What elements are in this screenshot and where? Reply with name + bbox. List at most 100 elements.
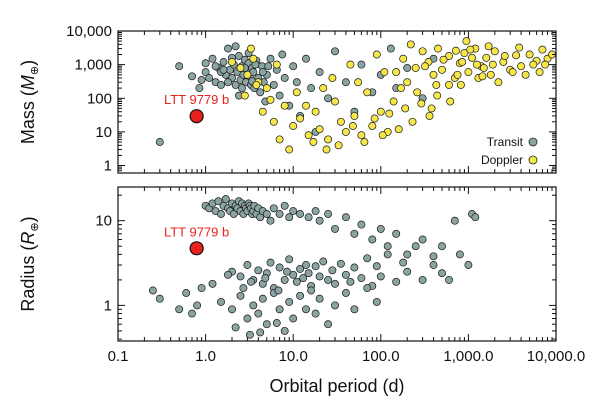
transit-point <box>376 272 385 281</box>
doppler-point <box>258 107 267 116</box>
y-tick-label: 1 <box>104 158 112 175</box>
doppler-point <box>328 74 337 82</box>
transit-point <box>238 84 246 93</box>
radius-points <box>148 195 480 339</box>
transit-point <box>311 309 320 318</box>
doppler-point <box>360 138 369 146</box>
transit-point <box>304 269 313 278</box>
doppler-point <box>272 60 281 69</box>
doppler-point <box>453 70 462 79</box>
doppler-point <box>378 131 387 140</box>
transit-point <box>289 314 298 323</box>
doppler-point <box>460 49 469 58</box>
transit-point <box>357 274 366 283</box>
transit-point <box>311 262 320 271</box>
transit-point <box>275 263 284 272</box>
doppler-point <box>302 101 310 110</box>
transit-point <box>319 257 328 266</box>
doppler-point <box>418 47 427 56</box>
transit-point <box>315 294 324 303</box>
doppler-point <box>508 68 517 77</box>
doppler-point <box>350 111 359 120</box>
doppler-point <box>266 95 275 104</box>
transit-point <box>231 42 240 51</box>
transit-point <box>224 78 232 87</box>
doppler-point <box>296 114 305 123</box>
transit-point <box>148 286 157 295</box>
transit-point <box>285 297 294 306</box>
transit-point <box>324 94 333 103</box>
doppler-point <box>432 80 441 89</box>
transit-point <box>272 319 281 327</box>
doppler-point <box>285 145 294 154</box>
transit-point <box>243 261 252 269</box>
transit-point <box>307 84 316 93</box>
doppler-point <box>269 117 278 126</box>
transit-point <box>274 286 283 295</box>
doppler-point <box>252 80 261 89</box>
transit-point <box>228 305 236 314</box>
transit-point <box>403 63 412 72</box>
transit-point <box>283 267 291 276</box>
transit-point <box>445 275 453 284</box>
transit-point <box>296 210 305 218</box>
transit-point <box>383 250 392 259</box>
doppler-point <box>427 104 436 113</box>
transit-point <box>236 272 245 281</box>
doppler-point <box>228 58 236 66</box>
transit-point <box>254 266 263 275</box>
transit-point <box>264 62 273 71</box>
transit-point <box>175 305 184 314</box>
transit-point <box>418 235 427 244</box>
radius-y-ticks: 1 10 <box>95 194 556 340</box>
transit-point <box>324 275 333 284</box>
transit-point <box>280 326 289 335</box>
doppler-point <box>433 91 442 100</box>
doppler-point <box>289 122 298 130</box>
transit-point <box>341 78 350 87</box>
transit-point <box>175 62 184 71</box>
transit-point <box>219 58 228 66</box>
radius-plot-frame <box>117 186 557 342</box>
radius-axis-label: Radius (R⊕) <box>18 216 41 311</box>
transit-point <box>195 84 204 93</box>
doppler-point <box>394 125 403 134</box>
transit-point <box>357 220 366 229</box>
doppler-point <box>304 131 313 140</box>
transit-point <box>188 309 196 318</box>
doppler-point <box>466 45 475 54</box>
transit-point <box>331 47 339 56</box>
transit-point <box>258 294 267 303</box>
transit-point <box>296 264 305 273</box>
doppler-point <box>392 68 401 77</box>
transit-point <box>450 216 459 225</box>
doppler-point <box>458 58 467 66</box>
ltt9779b-mass-label: LTT 9779 b <box>164 92 229 107</box>
transit-point <box>315 216 324 225</box>
x-tick-label: 100.0 <box>362 348 400 365</box>
doppler-point <box>411 63 420 72</box>
transit-point <box>275 305 284 314</box>
doppler-point <box>488 60 497 69</box>
ltt9779b-mass-marker <box>189 109 204 124</box>
doppler-point <box>421 62 430 71</box>
transit-point <box>208 279 217 288</box>
transit-point <box>299 274 308 283</box>
doppler-point <box>324 135 333 144</box>
doppler-point <box>346 60 355 69</box>
doppler-point <box>280 101 289 110</box>
transit-point <box>188 72 196 81</box>
transit-point <box>292 78 301 87</box>
transit-point <box>269 204 278 213</box>
doppler-point <box>512 51 521 60</box>
doppler-point <box>309 138 318 146</box>
transit-point <box>256 88 265 97</box>
transit-point <box>236 291 245 300</box>
transit-point <box>280 74 289 82</box>
doppler-point <box>482 53 491 62</box>
transit-point <box>346 277 355 286</box>
transit-point <box>341 270 350 279</box>
transit-point <box>229 210 238 218</box>
transit-point <box>231 80 240 89</box>
